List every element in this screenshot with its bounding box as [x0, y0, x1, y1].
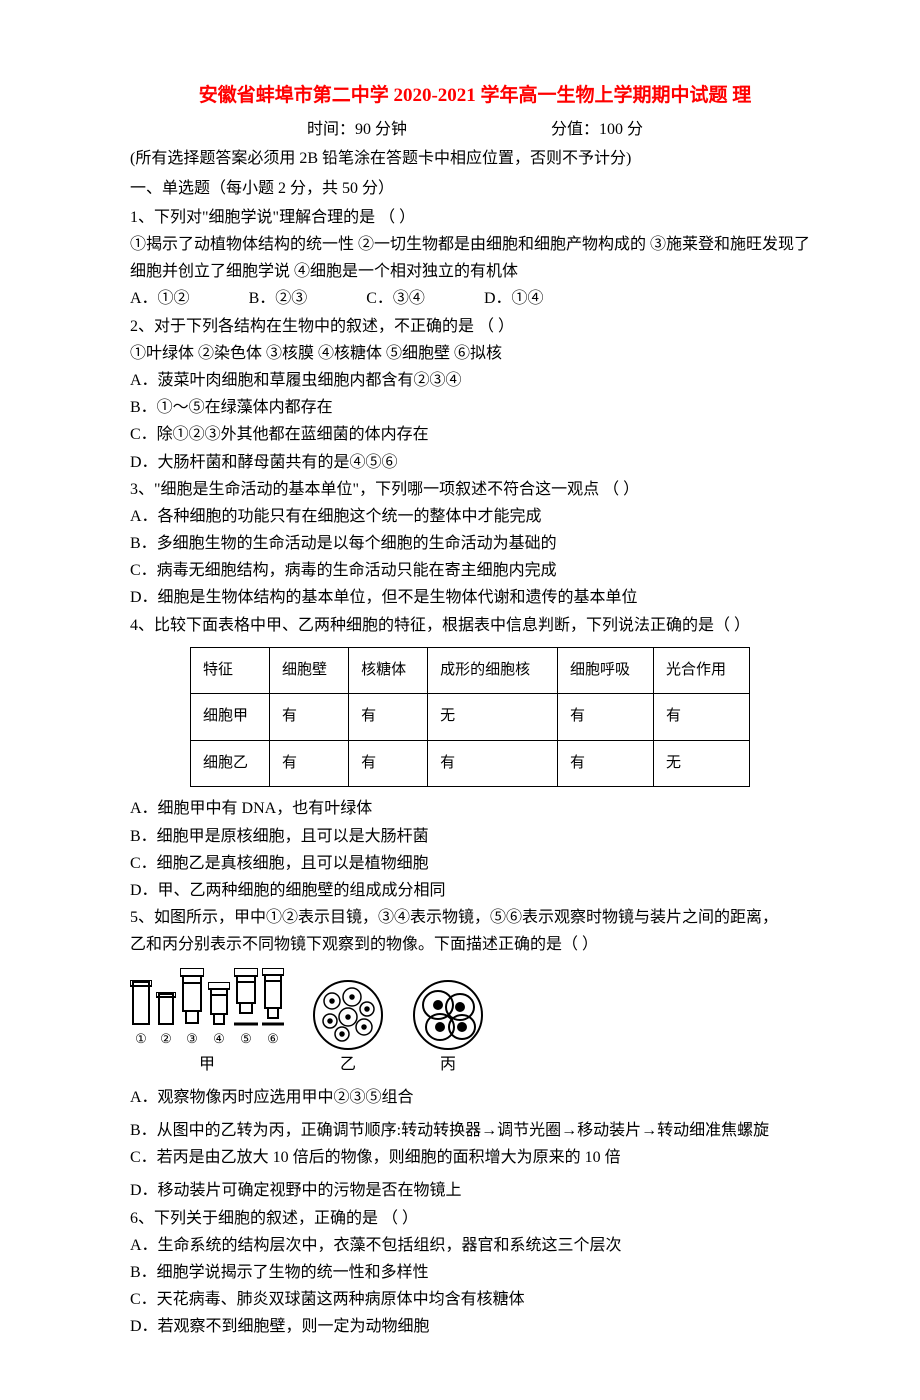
q6-opt-c: C．天花病毒、肺炎双球菌这两种病原体中均含有核糖体: [130, 1286, 820, 1313]
q5-stem1: 5、如图所示，甲中①②表示目镜，③④表示物镜，⑤⑥表示观察时物镜与装片之间的距离…: [130, 904, 820, 931]
q1-opt-d: D．①④: [484, 285, 544, 312]
q1-items: ①揭示了动植物体结构的统一性 ②一切生物都是由细胞和细胞产物构成的 ③施莱登和施…: [130, 231, 820, 285]
cell-view-low-icon: [312, 979, 384, 1051]
th: 细胞呼吸: [558, 647, 654, 694]
q5-opt-b: B．从图中的乙转为丙，正确调节顺序:转动转换器→调节光圈→移动装片→转动细准焦螺…: [130, 1117, 820, 1144]
time-label: 时间：90 分钟: [307, 116, 407, 143]
q5-opt-c: C．若丙是由乙放大 10 倍后的物像，则细胞的面积增大为原来的 10 倍: [130, 1144, 820, 1171]
td: 有: [558, 694, 654, 741]
q5-opt-d: D．移动装片可确定视野中的污物是否在物镜上: [130, 1177, 820, 1204]
td: 有: [558, 740, 654, 787]
exam-meta: 时间：90 分钟 分值：100 分: [130, 116, 820, 143]
q3-opt-d: D．细胞是生物体结构的基本单位，但不是生物体代谢和遗传的基本单位: [130, 584, 820, 611]
caption-yi: 乙: [340, 1051, 356, 1078]
td: 有: [349, 740, 428, 787]
th: 成形的细胞核: [428, 647, 558, 694]
q2-opt-a: A．菠菜叶肉细胞和草履虫细胞内都含有②③④: [130, 367, 820, 394]
figure-bing: 丙: [412, 979, 484, 1078]
question-2: 2、对于下列各结构在生物中的叙述，不正确的是 （ ） ①叶绿体 ②染色体 ③核膜…: [130, 313, 820, 476]
q4-opt-a: A．细胞甲中有 DNA，也有叶绿体: [130, 795, 820, 822]
q2-items: ①叶绿体 ②染色体 ③核膜 ④核糖体 ⑤细胞壁 ⑥拟核: [130, 340, 820, 367]
section-header: 一、单选题（每小题 2 分，共 50 分）: [130, 175, 820, 202]
td: 无: [653, 740, 749, 787]
q3-opt-a: A．各种细胞的功能只有在细胞这个统一的整体中才能完成: [130, 503, 820, 530]
q3-stem: 3、"细胞是生命活动的基本单位"，下列哪一项叙述不符合这一观点 （ ）: [130, 476, 820, 503]
q4-table: 特征 细胞壁 核糖体 成形的细胞核 细胞呼吸 光合作用 细胞甲 有 有 无 有 …: [190, 647, 750, 788]
question-4: 4、比较下面表格中甲、乙两种细胞的特征，根据表中信息判断，下列说法正确的是（ ）…: [130, 612, 820, 904]
th: 光合作用: [653, 647, 749, 694]
q5-opt-a: A．观察物像丙时应选用甲中②③⑤组合: [130, 1084, 820, 1111]
q1-opt-c: C．③④: [366, 285, 425, 312]
td: 有: [349, 694, 428, 741]
score-label: 分值：100 分: [551, 116, 643, 143]
q1-opt-a: A．①②: [130, 285, 190, 312]
eyepiece-2: ②: [156, 992, 176, 1050]
figure-yi: 乙: [312, 979, 384, 1078]
eyepiece-1: ①: [130, 980, 152, 1050]
q5-figure: ① ② ③ ④ ⑤: [130, 968, 820, 1077]
q5-stem2: 乙和丙分别表示不同物镜下观察到的物像。下面描述正确的是（ ）: [130, 931, 820, 958]
q2-stem: 2、对于下列各结构在生物中的叙述，不正确的是 （ ）: [130, 313, 820, 340]
td: 细胞乙: [191, 740, 270, 787]
td: 有: [270, 694, 349, 741]
th: 细胞壁: [270, 647, 349, 694]
exam-title: 安徽省蚌埠市第二中学 2020-2021 学年高一生物上学期期中试题 理: [130, 80, 820, 112]
q2-opt-d: D．大肠杆菌和酵母菌共有的是④⑤⑥: [130, 449, 820, 476]
td: 有: [270, 740, 349, 787]
td: 有: [653, 694, 749, 741]
table-row: 特征 细胞壁 核糖体 成形的细胞核 细胞呼吸 光合作用: [191, 647, 750, 694]
table-row: 细胞乙 有 有 有 有 无: [191, 740, 750, 787]
cell-view-high-icon: [412, 979, 484, 1051]
th: 核糖体: [349, 647, 428, 694]
question-5: 5、如图所示，甲中①②表示目镜，③④表示物镜，⑤⑥表示观察时物镜与装片之间的距离…: [130, 904, 820, 1204]
exam-note: (所有选择题答案必须用 2B 铅笔涂在答题卡中相应位置，否则不予计分): [130, 145, 820, 172]
th: 特征: [191, 647, 270, 694]
question-3: 3、"细胞是生命活动的基本单位"，下列哪一项叙述不符合这一观点 （ ） A．各种…: [130, 476, 820, 612]
q1-options: A．①② B．②③ C．③④ D．①④: [130, 285, 820, 312]
objective-3: ③: [180, 968, 204, 1050]
td: 细胞甲: [191, 694, 270, 741]
label-1: ①: [135, 1028, 147, 1050]
objective-4: ④: [208, 982, 230, 1050]
q3-opt-c: C．病毒无细胞结构，病毒的生命活动只能在寄主细胞内完成: [130, 557, 820, 584]
td: 有: [428, 740, 558, 787]
label-5: ⑤: [240, 1028, 252, 1050]
label-6: ⑥: [267, 1028, 279, 1050]
q3-opt-b: B．多细胞生物的生命活动是以每个细胞的生命活动为基础的: [130, 530, 820, 557]
q6-opt-b: B．细胞学说揭示了生物的统一性和多样性: [130, 1259, 820, 1286]
question-6: 6、下列关于细胞的叙述，正确的是 （ ） A．生命系统的结构层次中，衣藻不包括组…: [130, 1205, 820, 1341]
q6-opt-a: A．生命系统的结构层次中，衣藻不包括组织，器官和系统这三个层次: [130, 1232, 820, 1259]
question-1: 1、下列对"细胞学说"理解合理的是 （ ） ①揭示了动植物体结构的统一性 ②一切…: [130, 204, 820, 313]
q1-opt-b: B．②③: [249, 285, 308, 312]
distance-6: ⑥: [262, 968, 284, 1050]
caption-bing: 丙: [440, 1051, 456, 1078]
label-3: ③: [186, 1028, 198, 1050]
caption-jia: 甲: [199, 1051, 215, 1078]
q4-opt-b: B．细胞甲是原核细胞，且可以是大肠杆菌: [130, 823, 820, 850]
q4-stem: 4、比较下面表格中甲、乙两种细胞的特征，根据表中信息判断，下列说法正确的是（ ）: [130, 612, 820, 639]
q4-opt-d: D．甲、乙两种细胞的细胞壁的组成成分相同: [130, 877, 820, 904]
figure-jia: ① ② ③ ④ ⑤: [130, 968, 284, 1077]
q1-stem: 1、下列对"细胞学说"理解合理的是 （ ）: [130, 204, 820, 231]
label-2: ②: [160, 1028, 172, 1050]
table-row: 细胞甲 有 有 无 有 有: [191, 694, 750, 741]
q6-stem: 6、下列关于细胞的叙述，正确的是 （ ）: [130, 1205, 820, 1232]
q6-opt-d: D．若观察不到细胞壁，则一定为动物细胞: [130, 1313, 820, 1340]
q2-opt-b: B．①～⑤在绿藻体内都存在: [130, 394, 820, 421]
q4-opt-c: C．细胞乙是真核细胞，且可以是植物细胞: [130, 850, 820, 877]
td: 无: [428, 694, 558, 741]
distance-5: ⑤: [234, 968, 258, 1050]
label-4: ④: [213, 1028, 225, 1050]
q2-opt-c: C．除①②③外其他都在蓝细菌的体内存在: [130, 421, 820, 448]
